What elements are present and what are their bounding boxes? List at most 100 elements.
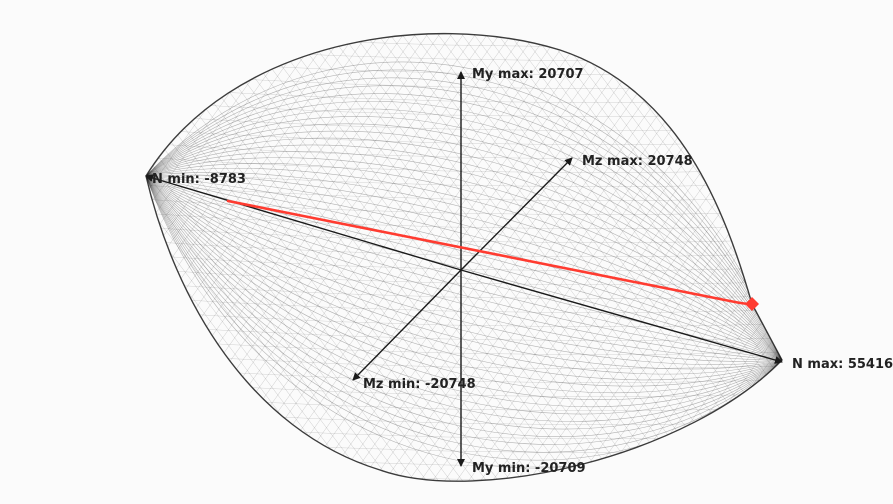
mz-min-label: Mz min: -20748 bbox=[363, 377, 476, 392]
mesh-line bbox=[146, 33, 782, 61]
mesh-line bbox=[146, 33, 445, 482]
mesh-line bbox=[207, 33, 589, 482]
mesh-line bbox=[884, 0, 893, 504]
mesh-line bbox=[146, 174, 782, 361]
mesh-line bbox=[663, 33, 782, 482]
n-max-label: N max: 55416 bbox=[792, 357, 893, 372]
mesh-line bbox=[471, 33, 782, 482]
mesh-line bbox=[146, 175, 782, 361]
mesh-line bbox=[351, 33, 733, 482]
mesh-line bbox=[146, 175, 782, 422]
mesh-line bbox=[279, 33, 661, 482]
mesh-line bbox=[0, 496, 893, 504]
mesh-line bbox=[146, 33, 169, 482]
mesh-line bbox=[0, 0, 56, 504]
mesh-line bbox=[751, 33, 782, 482]
mesh-line bbox=[836, 0, 893, 504]
mesh-line bbox=[146, 33, 261, 482]
mesh-line bbox=[146, 33, 285, 482]
mesh-line bbox=[146, 33, 385, 482]
mesh-line bbox=[775, 33, 782, 482]
mesh-line bbox=[856, 0, 893, 504]
mesh-line bbox=[146, 33, 333, 482]
mesh-line bbox=[146, 299, 782, 327]
mesh-line bbox=[146, 93, 782, 361]
mesh-line bbox=[759, 33, 782, 482]
mesh-line bbox=[511, 33, 782, 482]
mesh-line bbox=[146, 33, 165, 482]
mesh-line bbox=[535, 33, 782, 482]
mesh-line bbox=[146, 175, 782, 394]
mesh-line bbox=[146, 172, 782, 361]
mesh-line bbox=[495, 33, 782, 482]
mesh-line bbox=[812, 0, 893, 504]
mesh-line bbox=[723, 33, 782, 482]
mz-min-axis-line bbox=[352, 269, 462, 381]
mesh-line bbox=[0, 0, 84, 504]
mesh-line bbox=[499, 33, 782, 482]
mesh-line bbox=[183, 33, 565, 482]
mesh-line bbox=[231, 33, 613, 482]
mesh-line bbox=[146, 175, 782, 361]
mesh-line bbox=[0, 0, 48, 504]
mesh-line bbox=[0, 0, 44, 504]
mesh-line bbox=[711, 33, 782, 482]
mesh-line bbox=[603, 33, 782, 482]
mesh-line bbox=[146, 33, 153, 482]
mesh-line bbox=[146, 33, 277, 482]
mesh-line bbox=[146, 257, 782, 285]
mesh-line bbox=[146, 33, 433, 482]
n-min-label: N min: -8783 bbox=[152, 172, 246, 187]
mesh-line bbox=[547, 33, 782, 482]
mesh-line bbox=[375, 33, 757, 482]
mesh-line bbox=[146, 33, 157, 482]
mesh-line bbox=[146, 33, 193, 482]
mesh-line bbox=[0, 0, 72, 504]
mesh-line bbox=[146, 33, 337, 482]
mesh-line bbox=[146, 123, 782, 361]
mesh-line bbox=[146, 33, 249, 482]
load-path bbox=[226, 199, 759, 311]
mz-max-label: Mz max: 20748 bbox=[582, 154, 693, 169]
mesh-line bbox=[303, 33, 685, 482]
mesh-line bbox=[146, 175, 782, 387]
mesh-line bbox=[735, 33, 782, 482]
mesh-line bbox=[607, 33, 782, 482]
mesh-line bbox=[615, 33, 782, 482]
mesh-line bbox=[531, 33, 782, 482]
mesh-line bbox=[739, 33, 782, 482]
mesh-line bbox=[715, 33, 782, 482]
mesh-line bbox=[0, 0, 108, 504]
load-path-line bbox=[226, 199, 754, 306]
mesh-line bbox=[146, 173, 782, 201]
mesh-line bbox=[146, 33, 325, 482]
mesh-line bbox=[824, 0, 893, 504]
mesh-line bbox=[146, 175, 782, 370]
mesh-line bbox=[146, 425, 782, 453]
mesh-line bbox=[860, 0, 893, 504]
mesh-line bbox=[146, 33, 181, 482]
mesh-line bbox=[872, 0, 893, 504]
mesh-line bbox=[667, 33, 782, 482]
mesh-line bbox=[0, 0, 140, 504]
mesh-line bbox=[146, 313, 782, 341]
mesh-line bbox=[295, 33, 657, 482]
mesh-line bbox=[146, 151, 782, 361]
mesh-line bbox=[146, 33, 441, 482]
mesh-line bbox=[619, 33, 782, 482]
mesh-line bbox=[146, 175, 782, 361]
mesh-line bbox=[146, 33, 301, 482]
mesh-line bbox=[146, 33, 409, 482]
mesh-line bbox=[800, 0, 893, 504]
mesh-line bbox=[146, 175, 782, 361]
mesh-line bbox=[0, 0, 60, 504]
mesh-line bbox=[146, 33, 205, 482]
mesh-line bbox=[146, 89, 782, 117]
mesh-line bbox=[146, 175, 782, 408]
mesh-line bbox=[651, 33, 782, 482]
mesh-line bbox=[146, 175, 782, 361]
mesh-line bbox=[146, 175, 782, 361]
mesh-line bbox=[848, 0, 893, 504]
